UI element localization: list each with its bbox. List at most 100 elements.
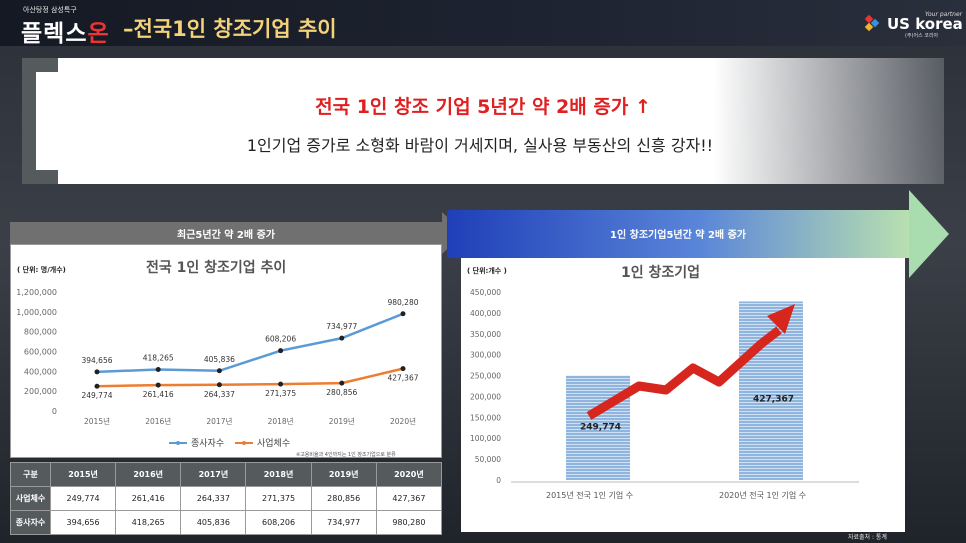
logo-text: US korea xyxy=(887,15,963,33)
data-point xyxy=(339,380,345,386)
table-header-cell: 2020년 xyxy=(375,462,443,487)
y-tick-label: 200,000 xyxy=(24,387,57,396)
y-tick-label: 0 xyxy=(496,476,501,485)
data-label: 608,206 xyxy=(265,335,296,344)
data-point xyxy=(278,348,284,354)
table-cell: 418,265 xyxy=(115,510,182,535)
data-point xyxy=(216,368,222,374)
data-point xyxy=(94,369,100,375)
table-cell: 980,280 xyxy=(375,510,443,535)
data-label: 261,416 xyxy=(143,390,174,399)
y-tick-label: 450,000 xyxy=(470,288,501,297)
table-cell: 271,375 xyxy=(245,486,312,511)
y-tick-label: 1,000,000 xyxy=(16,308,57,317)
table-row-label: 사업체수 xyxy=(10,486,51,511)
data-point xyxy=(339,335,345,341)
x-tick-label: 2018년 xyxy=(268,416,294,426)
left-section-band xyxy=(10,222,442,244)
legend-label: 종사자수 xyxy=(191,438,224,449)
x-tick-label: 2020년 xyxy=(390,416,416,426)
data-label: 271,375 xyxy=(265,389,296,398)
line-chart: 0 200,000 400,000 600,000 800,000 1,000,000 1,… xyxy=(16,288,418,457)
table-header-cell: 2017년 xyxy=(180,462,247,487)
table-cell: 405,836 xyxy=(180,510,247,535)
brand-logo-text: 플렉스온 xyxy=(21,21,110,47)
x-tick-label: 2015년 전국 1인 기업 수 xyxy=(546,490,633,500)
bar-value-label: 249,774 xyxy=(580,423,621,433)
table-cell: 394,656 xyxy=(49,510,117,535)
bar-chart: 0 50,000 100,000 150,000 200,000 250,000 300,0… xyxy=(470,288,859,500)
table-row: 사업체수 249,774 261,416 264,337 271,375 280… xyxy=(10,486,443,511)
bar-chart-unit: ( 단위:개수 ) xyxy=(467,267,507,275)
y-tick-label: 250,000 xyxy=(470,372,501,381)
headline-banner xyxy=(22,58,944,184)
trend-arrow-head-icon xyxy=(767,304,795,334)
line-chart-unit: ( 단위: 명/개수) xyxy=(17,266,66,274)
right-band-arrow-tip xyxy=(909,190,949,278)
data-point xyxy=(400,366,406,372)
source-note: 자료출처 : 통계 xyxy=(848,534,887,541)
headline-bracket-decoration xyxy=(22,58,58,184)
legend-marker xyxy=(242,441,246,445)
table-row: 종사자수 394,656 418,265 405,836 608,206 734… xyxy=(10,510,443,535)
y-tick-label: 1,200,000 xyxy=(16,288,57,297)
data-label: 427,367 xyxy=(387,374,418,383)
legend-label: 사업체수 xyxy=(257,438,290,449)
table-cell: 264,337 xyxy=(180,486,247,511)
data-label: 264,337 xyxy=(204,390,235,399)
y-tick-label: 0 xyxy=(52,407,57,416)
left-band-label: 최근5년간 약 2배 증가 xyxy=(177,230,275,241)
table-row-label: 종사자수 xyxy=(10,510,51,535)
y-tick-label: 150,000 xyxy=(470,413,501,422)
data-table: 구분 2015년 2016년 2017년 2018년 2019년 2020년 사… xyxy=(10,462,443,535)
data-label: 418,265 xyxy=(143,354,174,363)
data-label: 734,977 xyxy=(326,322,357,331)
bar-chart-title: 1인 창조기업 xyxy=(621,265,701,281)
x-tick-label: 2019년 xyxy=(329,416,355,426)
data-label: 280,856 xyxy=(326,388,357,397)
y-tick-label: 800,000 xyxy=(24,328,57,337)
right-band-label: 1인 창조기업5년간 약 2배 증가 xyxy=(610,230,746,241)
trend-arrow-icon xyxy=(586,326,782,420)
right-section-band xyxy=(447,210,909,258)
table-header-cell: 2016년 xyxy=(115,462,182,487)
y-tick-label: 200,000 xyxy=(470,392,501,401)
page-title: –전국1인 창조기업 추이 xyxy=(123,17,337,41)
data-label: 980,280 xyxy=(387,298,418,307)
y-tick-label: 300,000 xyxy=(470,351,501,360)
bar-chart-panel: ( 단위:개수 ) 1인 창조기업 0 50,000 100,000 150,000 2… xyxy=(461,258,905,532)
x-tick-label: 2015년 xyxy=(84,416,110,426)
y-tick-label: 100,000 xyxy=(470,434,501,443)
table-header-cell: 2019년 xyxy=(310,462,377,487)
headline-title: 전국 1인 창조 기업 5년간 약 2배 증가 ↑ xyxy=(315,96,651,118)
line-chart-panel: ( 단위: 명/개수) 전국 1인 창조기업 추이 0 200,000 400,00… xyxy=(10,244,442,458)
table-cell: 261,416 xyxy=(115,486,182,511)
data-point xyxy=(278,381,284,387)
series-line xyxy=(96,367,404,388)
us-korea-logo-icon xyxy=(864,14,880,32)
logo-tagline: Your partner xyxy=(925,11,963,18)
table-header-cell: 구분 xyxy=(10,462,51,487)
bar-value-label: 427,367 xyxy=(753,394,794,404)
headline-subtitle: 1인기업 증가로 소형화 바람이 거세지며, 실사용 부동산의 신흥 강자!! xyxy=(246,136,714,155)
line-chart-title: 전국 1인 창조기업 추이 xyxy=(146,260,287,276)
legend-marker xyxy=(176,441,180,445)
data-point xyxy=(155,367,161,373)
table-cell: 734,977 xyxy=(310,510,377,535)
table-cell: 427,367 xyxy=(375,486,443,511)
y-tick-label: 50,000 xyxy=(475,455,501,464)
table-header-cell: 2018년 xyxy=(245,462,312,487)
y-tick-label: 400,000 xyxy=(470,309,501,318)
data-point xyxy=(94,383,100,389)
x-tick-label: 2017년 xyxy=(206,416,232,426)
bar xyxy=(739,301,803,480)
logo-subtext: (주)어스 코리아 xyxy=(905,33,939,39)
y-tick-label: 600,000 xyxy=(24,348,57,357)
sub-brand-text: 아산탕정 삼성특구 xyxy=(23,6,77,14)
chart-footnote: ※고용비율과 4인까지는 1인 창조기업으로 분류 xyxy=(296,451,396,457)
data-point xyxy=(155,382,161,388)
series-line xyxy=(96,312,404,374)
x-tick-label: 2020년 전국 1인 기업 수 xyxy=(719,490,806,500)
table-header-row: 구분 2015년 2016년 2017년 2018년 2019년 2020년 xyxy=(10,462,443,487)
table-cell: 608,206 xyxy=(245,510,312,535)
